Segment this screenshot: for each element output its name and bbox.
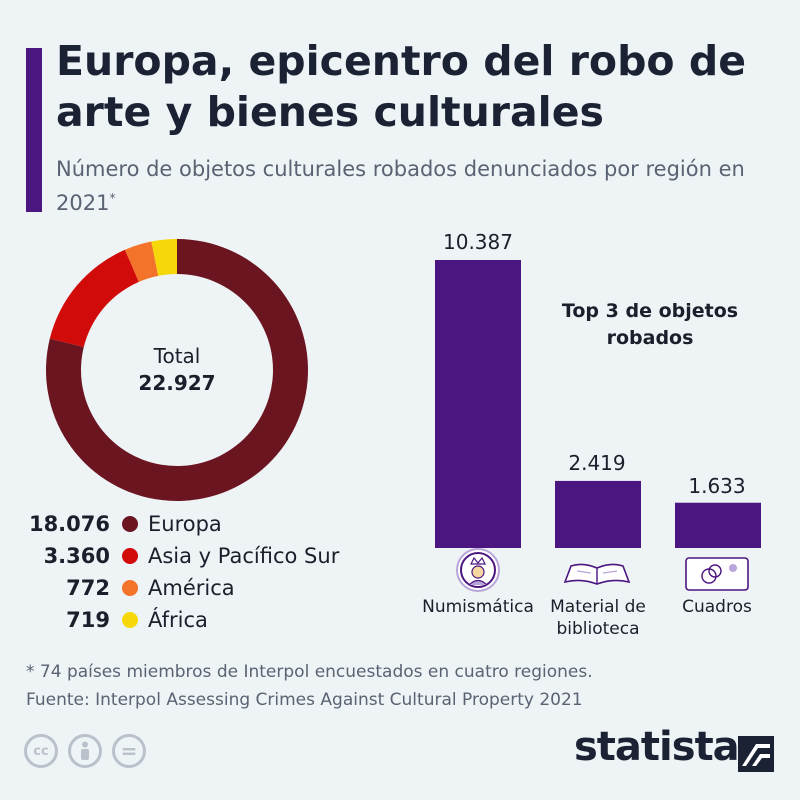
- legend-label: Asia y Pacífico Sur: [148, 544, 340, 568]
- legend-item-asia: 3.360 Asia y Pacífico Sur: [20, 540, 400, 572]
- bar-value-label: 2.419: [568, 451, 626, 475]
- bar-cuadros: [675, 502, 761, 548]
- bar-numismática: [435, 260, 521, 548]
- donut-total-value: 22.927: [138, 371, 216, 395]
- legend-value: 719: [66, 608, 110, 632]
- legend-value: 18.076: [28, 512, 110, 536]
- subtitle-footnote-mark: *: [109, 191, 116, 205]
- legend-label: Europa: [148, 512, 222, 536]
- footnote-source: Fuente: Interpol Assessing Crimes Agains…: [26, 690, 583, 710]
- cc-icon[interactable]: cc: [24, 734, 58, 768]
- person-icon[interactable]: [68, 734, 102, 768]
- bar-value-label: 1.633: [688, 474, 746, 498]
- donut-chart: [46, 239, 309, 502]
- legend-label: América: [148, 576, 235, 600]
- legend-swatch-africa: [122, 612, 138, 628]
- license-icons: cc =: [24, 734, 146, 768]
- accent-bar: [26, 48, 42, 212]
- legend-item-europa: 18.076 Europa: [20, 508, 400, 540]
- donut-slice-asia: [49, 249, 139, 348]
- footnote-note: * 74 países miembros de Interpol encuest…: [26, 662, 593, 682]
- legend-item-america: 772 América: [20, 572, 400, 604]
- bar-category-label: Cuadros: [682, 597, 752, 617]
- footnote: * 74 países miembros de Interpol encuest…: [26, 658, 766, 714]
- bar-material: [555, 480, 641, 548]
- page-subtitle: Número de objetos culturales robados den…: [56, 155, 756, 218]
- page-title: Europa, epicentro del robo de arte y bie…: [56, 37, 747, 136]
- bar-chart-title: Top 3 de objetos robados: [561, 300, 739, 349]
- equals-icon[interactable]: =: [112, 734, 146, 768]
- donut-slice-áfrica: [151, 239, 177, 276]
- bar-value-label: 10.387: [443, 230, 513, 254]
- donut-legend: 18.076 Europa 3.360 Asia y Pacífico Sur …: [20, 508, 400, 636]
- donut-total-label: Total: [153, 344, 201, 368]
- legend-value: 772: [66, 576, 110, 600]
- legend-value: 3.360: [43, 544, 110, 568]
- subtitle-text: Número de objetos culturales robados den…: [56, 157, 745, 215]
- donut-slice-américa: [124, 241, 159, 282]
- bar-category-label: Numismática: [422, 597, 534, 617]
- brand-mark-icon: [738, 736, 774, 772]
- legend-swatch-america: [122, 580, 138, 596]
- bar-category-label: Material de biblioteca: [550, 597, 646, 639]
- legend-label: África: [148, 608, 208, 632]
- legend-swatch-europa: [122, 516, 138, 532]
- legend-item-africa: 719 África: [20, 604, 400, 636]
- bar-chart: [435, 260, 761, 548]
- donut-center: Total 22.927: [112, 343, 242, 397]
- brand-logo[interactable]: statista: [574, 724, 740, 770]
- legend-swatch-asia: [122, 548, 138, 564]
